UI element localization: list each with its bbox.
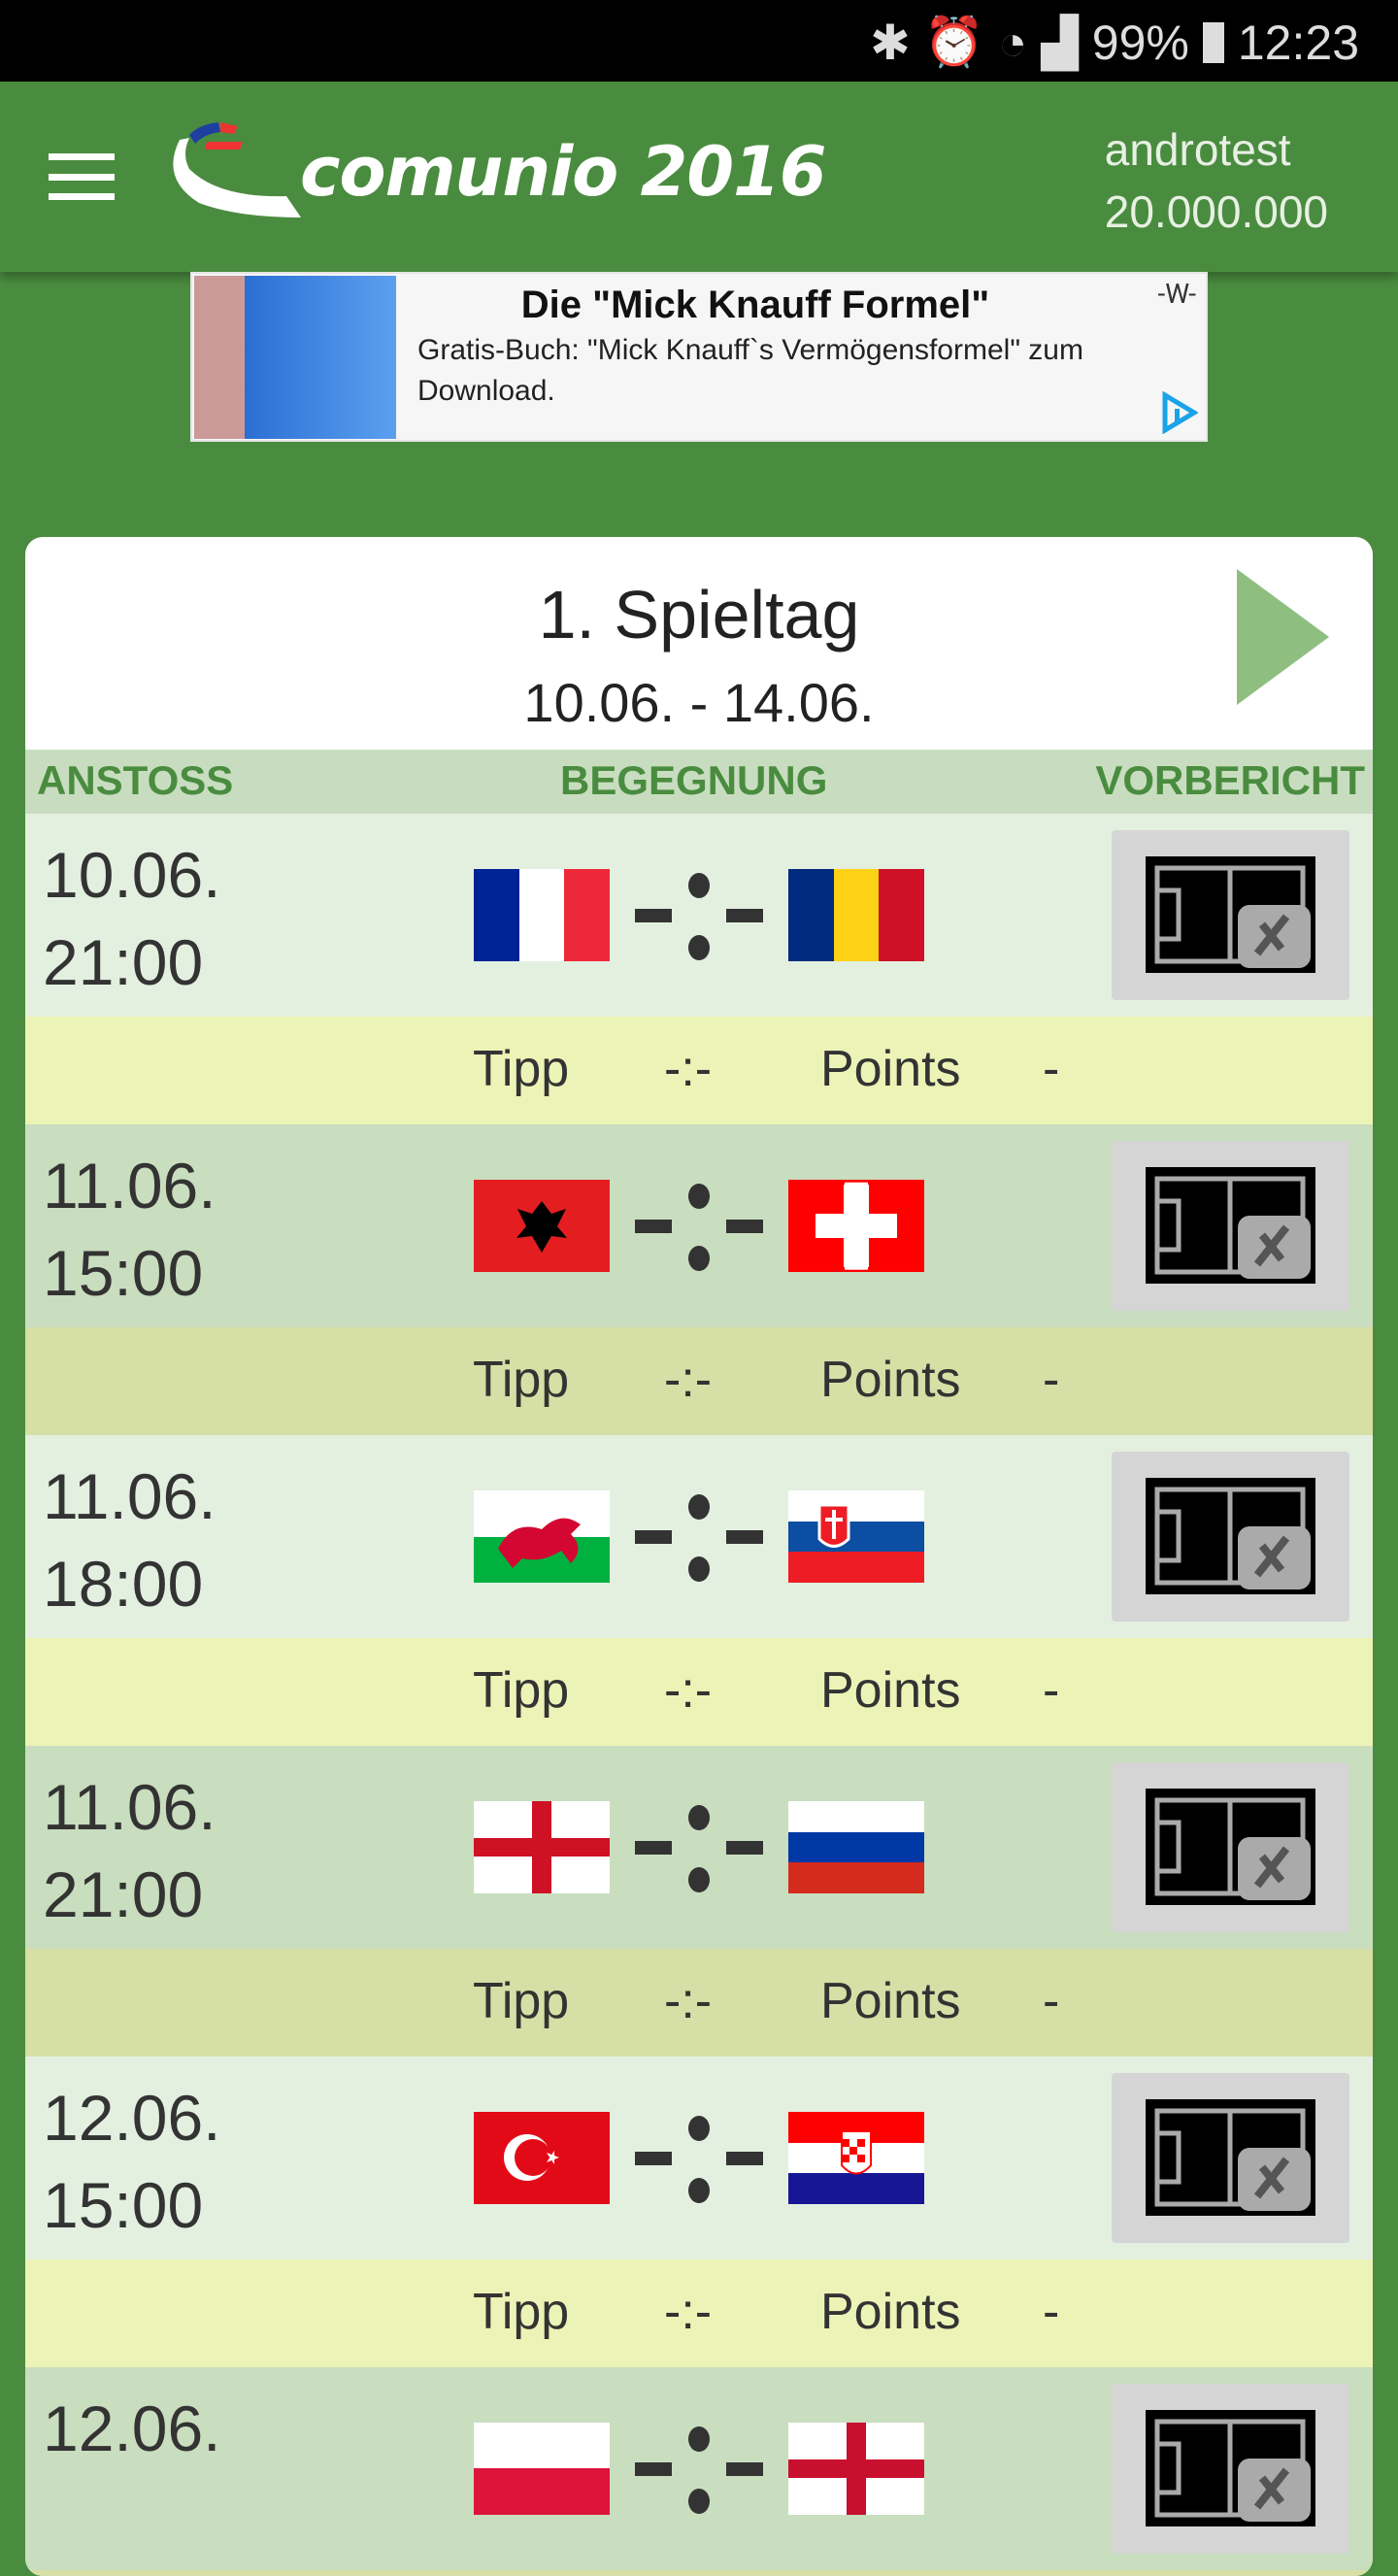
- preview-button[interactable]: [1112, 1762, 1349, 1932]
- ad-badge: -W-: [1157, 278, 1197, 310]
- preview-button[interactable]: [1112, 830, 1349, 1000]
- preview-button[interactable]: [1112, 1141, 1349, 1311]
- col-match: BEGEGNUNG: [560, 757, 828, 803]
- col-preview: VORBERICHT: [1095, 757, 1365, 803]
- points-value: -: [1043, 1662, 1060, 1719]
- ad-image: [194, 276, 396, 439]
- kickoff-time: 10.06. 21:00: [43, 839, 221, 998]
- tipp-row[interactable]: Tipp -:- Points -: [25, 1017, 1373, 1124]
- ad-title: Die "Mick Knauff Formel": [520, 284, 990, 326]
- app-logo: comunio 2016: [160, 120, 826, 222]
- kickoff-time: 12.06. 15:00: [43, 2082, 221, 2241]
- wifi-icon: ◔: [998, 15, 1028, 70]
- adchoices-icon[interactable]: [1159, 391, 1198, 434]
- tipp-value: -:-: [664, 2284, 713, 2340]
- score-placeholder: [635, 2116, 763, 2203]
- points-label: Points: [820, 1352, 961, 1408]
- pitch-preview-unavailable-icon: [1146, 1478, 1315, 1594]
- score-placeholder: [635, 1184, 763, 1271]
- flag-france-icon: [474, 869, 610, 961]
- user-info[interactable]: androtest 20.000.000: [1105, 118, 1328, 243]
- username: androtest: [1104, 124, 1291, 175]
- tipp-row[interactable]: Tipp -:- Points -: [25, 1949, 1373, 2057]
- tipp-label: Tipp: [473, 1041, 570, 1097]
- alarm-icon: ⏰: [923, 15, 985, 69]
- flag-england-icon: [474, 1801, 610, 1893]
- flag-northern-ireland-icon: [788, 2423, 924, 2515]
- flag-poland-icon: [474, 2423, 610, 2515]
- tipp-label: Tipp: [473, 2284, 570, 2340]
- tipp-row[interactable]: Tipp -:- Points -: [25, 2570, 1373, 2576]
- matchday-title: 1. Spieltag: [538, 577, 860, 652]
- pitch-preview-unavailable-icon: [1146, 856, 1315, 973]
- match-row[interactable]: 12.06.: [25, 2367, 1373, 2570]
- points-label: Points: [820, 1973, 961, 2029]
- preview-button[interactable]: [1112, 2384, 1349, 2554]
- match-row[interactable]: 11.06. 15:00: [25, 1124, 1373, 1327]
- score-placeholder: [635, 1805, 763, 1892]
- tipp-label: Tipp: [473, 1352, 570, 1408]
- tipp-value: -:-: [664, 1973, 713, 2029]
- points-value: -: [1043, 2284, 1060, 2340]
- logo-swoosh-icon: [173, 122, 301, 217]
- flag-croatia-icon: [788, 2112, 924, 2204]
- flag-turkey-icon: [474, 2112, 610, 2204]
- kickoff-time: 11.06. 21:00: [43, 1771, 216, 1930]
- tipp-value: -:-: [664, 1041, 713, 1097]
- pitch-preview-unavailable-icon: [1146, 1789, 1315, 1905]
- points-label: Points: [820, 1041, 961, 1097]
- score-placeholder: [635, 1494, 763, 1582]
- kickoff-time: 11.06. 15:00: [43, 1150, 216, 1309]
- signal-icon: ▟: [1041, 15, 1079, 70]
- flag-romania-icon: [788, 869, 924, 961]
- points-value: -: [1043, 1973, 1060, 2029]
- kickoff-time: 11.06. 18:00: [43, 1460, 216, 1620]
- clock: 12:23: [1237, 15, 1359, 70]
- flag-russia-icon: [788, 1801, 924, 1893]
- points-label: Points: [820, 2284, 961, 2340]
- matchday-card: 1. Spieltag 10.06. - 14.06. ANSTOSS BEGE…: [25, 537, 1373, 2576]
- app-header: comunio 2016 androtest 20.000.000: [0, 82, 1398, 272]
- kickoff-time: 12.06.: [43, 2392, 221, 2464]
- pitch-preview-unavailable-icon: [1146, 2099, 1315, 2216]
- tipp-label: Tipp: [473, 1662, 570, 1719]
- match-row[interactable]: 12.06. 15:00: [25, 2057, 1373, 2259]
- matchday-dates: 10.06. - 14.06.: [523, 672, 875, 733]
- flag-switzerland-icon: [788, 1180, 924, 1272]
- status-bar: ✱ ⏰ ◔ ▟ 99% 12:23: [0, 0, 1398, 82]
- tipp-value: -:-: [664, 1352, 713, 1408]
- pitch-preview-unavailable-icon: [1146, 1167, 1315, 1284]
- flag-albania-icon: [474, 1180, 610, 1272]
- bluetooth-icon: ✱: [869, 15, 911, 70]
- tipp-value: -:-: [664, 1662, 713, 1719]
- battery-percent: 99%: [1091, 15, 1189, 70]
- ad-description: Gratis-Buch: "Mick Knauff`s Vermögensfor…: [417, 334, 1083, 407]
- points-value: -: [1043, 1352, 1060, 1408]
- tipp-label: Tipp: [473, 1973, 570, 2029]
- pitch-preview-unavailable-icon: [1146, 2410, 1315, 2526]
- col-kickoff: ANSTOSS: [37, 757, 234, 803]
- match-row[interactable]: 10.06. 21:00: [25, 814, 1373, 1017]
- tipp-row[interactable]: Tipp -:- Points -: [25, 2259, 1373, 2367]
- flag-wales-icon: [474, 1490, 610, 1583]
- match-row[interactable]: 11.06. 18:00: [25, 1435, 1373, 1638]
- points-value: -: [1043, 1041, 1060, 1097]
- points-label: Points: [820, 1662, 961, 1719]
- tipp-row[interactable]: Tipp -:- Points -: [25, 1327, 1373, 1435]
- score-placeholder: [635, 873, 763, 960]
- tipp-row[interactable]: Tipp -:- Points -: [25, 1638, 1373, 1746]
- ad-banner[interactable]: Die "Mick Knauff Formel" Gratis-Buch: "M…: [190, 272, 1208, 442]
- battery-icon: [1202, 21, 1224, 63]
- match-row[interactable]: 11.06. 21:00: [25, 1746, 1373, 1949]
- score-placeholder: [635, 2426, 763, 2514]
- flag-slovakia-icon: [788, 1490, 924, 1583]
- preview-button[interactable]: [1112, 2073, 1349, 2243]
- next-matchday-button[interactable]: [1237, 569, 1329, 705]
- menu-icon[interactable]: [49, 153, 115, 200]
- budget: 20.000.000: [1104, 186, 1328, 237]
- column-header: ANSTOSS BEGEGNUNG VORBERICHT: [25, 750, 1373, 814]
- preview-button[interactable]: [1112, 1452, 1349, 1622]
